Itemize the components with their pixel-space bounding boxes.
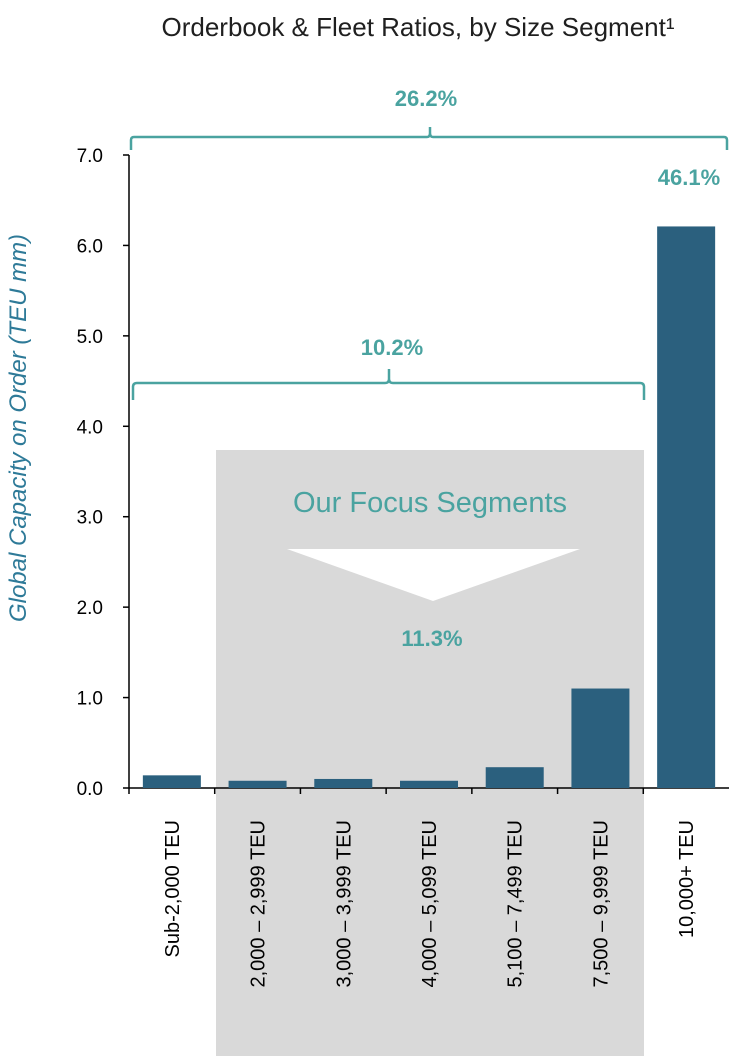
sub-10000-ratio: 10.2% bbox=[361, 335, 423, 360]
bar bbox=[228, 780, 287, 788]
bar bbox=[400, 780, 458, 788]
focus-segments-label: Our Focus Segments bbox=[293, 487, 567, 519]
y-tick-label: 6.0 bbox=[77, 236, 103, 257]
y-tick-label: 4.0 bbox=[77, 417, 103, 438]
bar bbox=[485, 767, 544, 788]
bar bbox=[314, 778, 373, 788]
y-tick-label: 0.0 bbox=[77, 779, 103, 800]
y-tick-label: 3.0 bbox=[77, 508, 103, 529]
x-tick-label: 4,000 – 5,099 TEU bbox=[419, 820, 441, 988]
y-tick-label: 7.0 bbox=[77, 146, 103, 167]
y-axis-label: Global Capacity on Order (TEU mm) bbox=[5, 234, 32, 622]
bar bbox=[142, 775, 201, 788]
focus-down-arrow bbox=[287, 549, 580, 601]
y-tick-label: 5.0 bbox=[77, 327, 103, 348]
y-tick-label: 2.0 bbox=[77, 598, 103, 619]
x-tick-label: 3,000 – 3,999 TEU bbox=[333, 820, 355, 988]
sub-10000-segments-bracket bbox=[131, 369, 646, 400]
large-segment-ratio: 46.1% bbox=[658, 165, 720, 190]
x-tick-label: 5,100 – 7,499 TEU bbox=[505, 820, 527, 988]
all-segments-bracket bbox=[129, 127, 729, 150]
x-tick-label: 2,000 – 2,999 TEU bbox=[248, 820, 270, 988]
x-tick-label: 7,500 – 9,999 TEU bbox=[590, 820, 612, 988]
y-tick-label: 1.0 bbox=[77, 689, 103, 710]
chart-title: Orderbook & Fleet Ratios, by Size Segmen… bbox=[161, 12, 674, 42]
focus-segments-ratio: 11.3% bbox=[401, 626, 462, 651]
bar bbox=[657, 226, 716, 788]
x-tick-label: Sub-2,000 TEU bbox=[162, 820, 184, 958]
all-segments-ratio: 26.2% bbox=[395, 86, 457, 111]
bar bbox=[571, 688, 630, 788]
x-tick-label: 10,000+ TEU bbox=[676, 820, 698, 938]
